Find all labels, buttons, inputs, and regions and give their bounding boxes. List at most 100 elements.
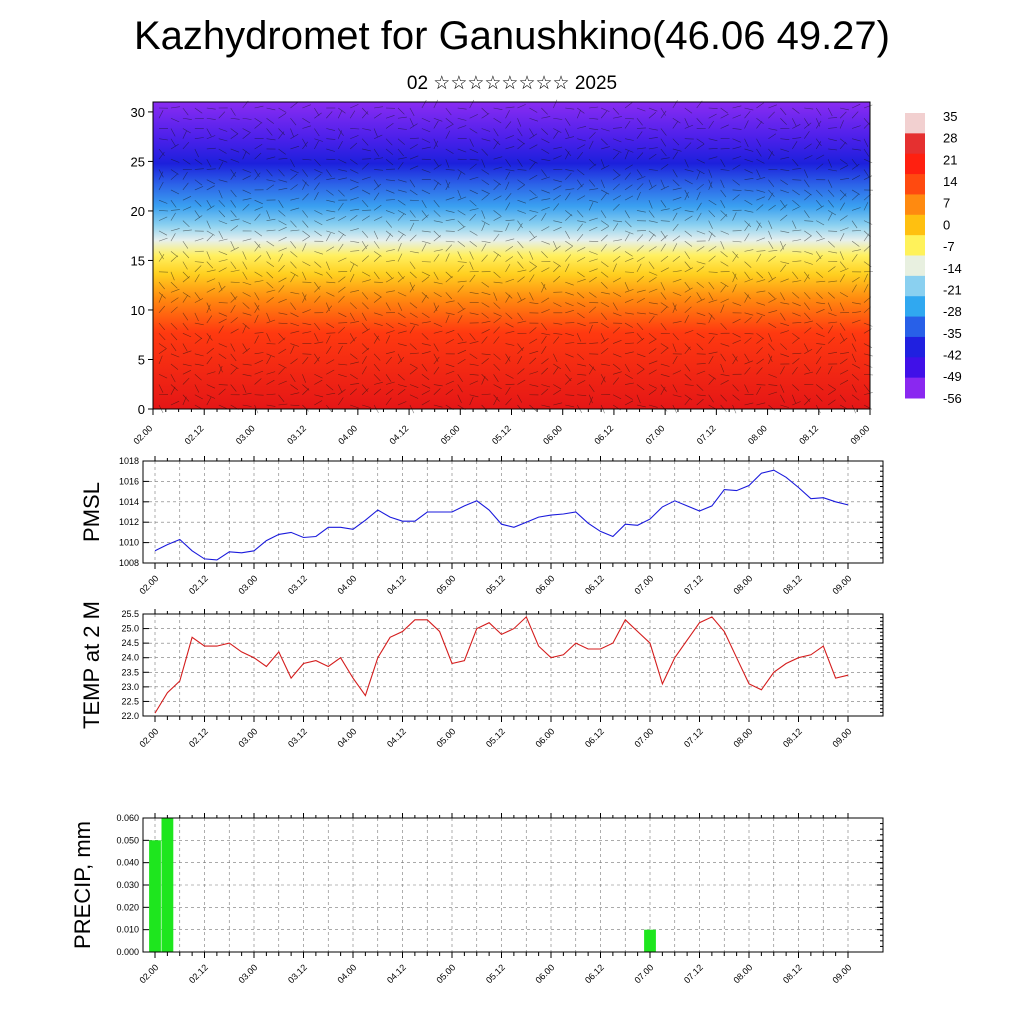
heatmap-x-tick-label: 07.12 xyxy=(695,423,718,446)
heatmap-x-tick-label: 03.12 xyxy=(285,423,308,446)
x-tick-label: 07.00 xyxy=(632,726,655,749)
precip-bar xyxy=(162,818,174,952)
x-tick-label: 03.12 xyxy=(286,726,309,749)
x-tick-label: 05.00 xyxy=(434,726,457,749)
colorbar-segment xyxy=(905,215,925,236)
precip-bar xyxy=(149,840,161,952)
x-tick-label: 07.12 xyxy=(682,726,705,749)
x-tick-label: 04.00 xyxy=(335,573,358,596)
colorbar-label: -49 xyxy=(943,369,962,384)
colorbar-segment xyxy=(905,337,925,358)
colorbar-label: -14 xyxy=(943,261,962,276)
x-tick-label: 04.12 xyxy=(385,573,408,596)
y-tick-label: 0.050 xyxy=(116,835,139,845)
colorbar-segment xyxy=(905,296,925,317)
colorbar-segment xyxy=(905,154,925,175)
y-tick-label: 0.030 xyxy=(116,880,139,890)
x-tick-label: 06.00 xyxy=(533,726,556,749)
y-tick-label: 24.5 xyxy=(121,638,139,648)
y-tick-label: 23.5 xyxy=(121,667,139,677)
x-tick-label: 05.12 xyxy=(484,726,507,749)
x-tick-label: 06.12 xyxy=(583,726,606,749)
colorbar-segment xyxy=(905,174,925,195)
x-tick-label: 02.12 xyxy=(187,962,210,985)
colorbar-segment xyxy=(905,317,925,338)
y-tick-label: 23.0 xyxy=(121,682,139,692)
x-tick-label: 08.00 xyxy=(731,573,754,596)
x-tick-label: 08.12 xyxy=(781,962,804,985)
heatmap-x-tick-label: 08.12 xyxy=(797,423,820,446)
y-axis-title: PRECIP, mm xyxy=(70,821,95,949)
heatmap-x-tick-label: 03.00 xyxy=(234,423,257,446)
y-tick-label: 25.0 xyxy=(121,624,139,634)
y-tick-label: 22.5 xyxy=(121,696,139,706)
y-tick-label: 25.5 xyxy=(121,609,139,619)
x-tick-label: 09.00 xyxy=(830,573,853,596)
y-axis-title: PMSL xyxy=(79,482,104,542)
y-tick-label: 0.060 xyxy=(116,813,139,823)
y-tick-label: 1018 xyxy=(119,456,139,466)
colorbar-segment xyxy=(905,357,925,378)
heatmap-x-tick-label: 05.00 xyxy=(439,423,462,446)
heatmap-x-tick-label: 05.12 xyxy=(490,423,513,446)
heatmap-field xyxy=(153,102,870,409)
heatmap-y-tick-label: 5 xyxy=(138,352,145,367)
charts-canvas: 0 5 10 15 20 25 30 02.00 02.12 03.00 03.12 04.00 04.… xyxy=(0,0,1024,1024)
x-tick-label: 02.12 xyxy=(187,726,210,749)
x-tick-label: 09.00 xyxy=(830,962,853,985)
heatmap-y-tick-label: 10 xyxy=(131,303,145,318)
colorbar-label: 28 xyxy=(943,131,957,146)
heatmap-y-tick-label: 25 xyxy=(131,154,145,169)
x-tick-label: 03.12 xyxy=(286,573,309,596)
heatmap-x-tick-label: 02.00 xyxy=(131,423,154,446)
x-tick-label: 07.12 xyxy=(682,962,705,985)
heatmap-x-tick-label: 06.12 xyxy=(592,423,615,446)
x-tick-label: 04.00 xyxy=(335,726,358,749)
colorbar-label: 7 xyxy=(943,196,950,211)
heatmap-x-tick-label: 06.00 xyxy=(541,423,564,446)
y-tick-label: 1014 xyxy=(119,497,139,507)
colorbar-label: 21 xyxy=(943,152,957,167)
colorbar-label: -7 xyxy=(943,239,955,254)
x-tick-label: 03.00 xyxy=(236,962,259,985)
colorbar-label: -42 xyxy=(943,347,962,362)
x-tick-label: 06.12 xyxy=(583,962,606,985)
colorbar-label: 0 xyxy=(943,217,950,232)
x-tick-label: 02.00 xyxy=(137,726,160,749)
y-tick-label: 24.0 xyxy=(121,653,139,663)
x-tick-label: 06.00 xyxy=(533,962,556,985)
colorbar-segment xyxy=(905,276,925,297)
colorbar-label: -28 xyxy=(943,304,962,319)
x-tick-label: 09.00 xyxy=(830,726,853,749)
x-tick-label: 02.00 xyxy=(137,573,160,596)
heatmap-x-tick-label: 04.12 xyxy=(387,423,410,446)
x-tick-label: 08.12 xyxy=(781,573,804,596)
grid xyxy=(143,461,883,563)
heatmap-y-tick-label: 0 xyxy=(138,402,145,417)
x-tick-label: 06.12 xyxy=(583,573,606,596)
heatmap-y-tick-label: 15 xyxy=(131,253,145,268)
x-tick-label: 02.00 xyxy=(137,962,160,985)
y-tick-label: 1010 xyxy=(119,538,139,548)
y-tick-label: 1008 xyxy=(119,558,139,568)
y-tick-label: 1012 xyxy=(119,517,139,527)
x-tick-label: 07.00 xyxy=(632,573,655,596)
colorbar-segment xyxy=(905,194,925,215)
colorbar-segment xyxy=(905,256,925,277)
colorbar-label: 14 xyxy=(943,174,957,189)
y-tick-label: 0.010 xyxy=(116,925,139,935)
heatmap-x-tick-label: 02.12 xyxy=(183,423,206,446)
colorbar-label: -35 xyxy=(943,326,962,341)
colorbar-segment xyxy=(905,378,925,399)
grid xyxy=(143,818,883,952)
heatmap-y-tick-label: 30 xyxy=(131,105,145,120)
temperature-panel: 22.022.523.023.524.024.525.025.502.00 02.… xyxy=(79,601,883,749)
x-tick-label: 04.12 xyxy=(385,726,408,749)
colorbar-label: -21 xyxy=(943,282,962,297)
pmsl-panel: 10081010101210141016101802.00 02.12 03.00 0… xyxy=(79,456,883,596)
heatmap-y-tick-label: 20 xyxy=(131,204,145,219)
colorbar-label: 35 xyxy=(943,109,957,124)
x-tick-label: 08.00 xyxy=(731,726,754,749)
x-tick-label: 06.00 xyxy=(533,573,556,596)
y-tick-label: 0.040 xyxy=(116,858,139,868)
